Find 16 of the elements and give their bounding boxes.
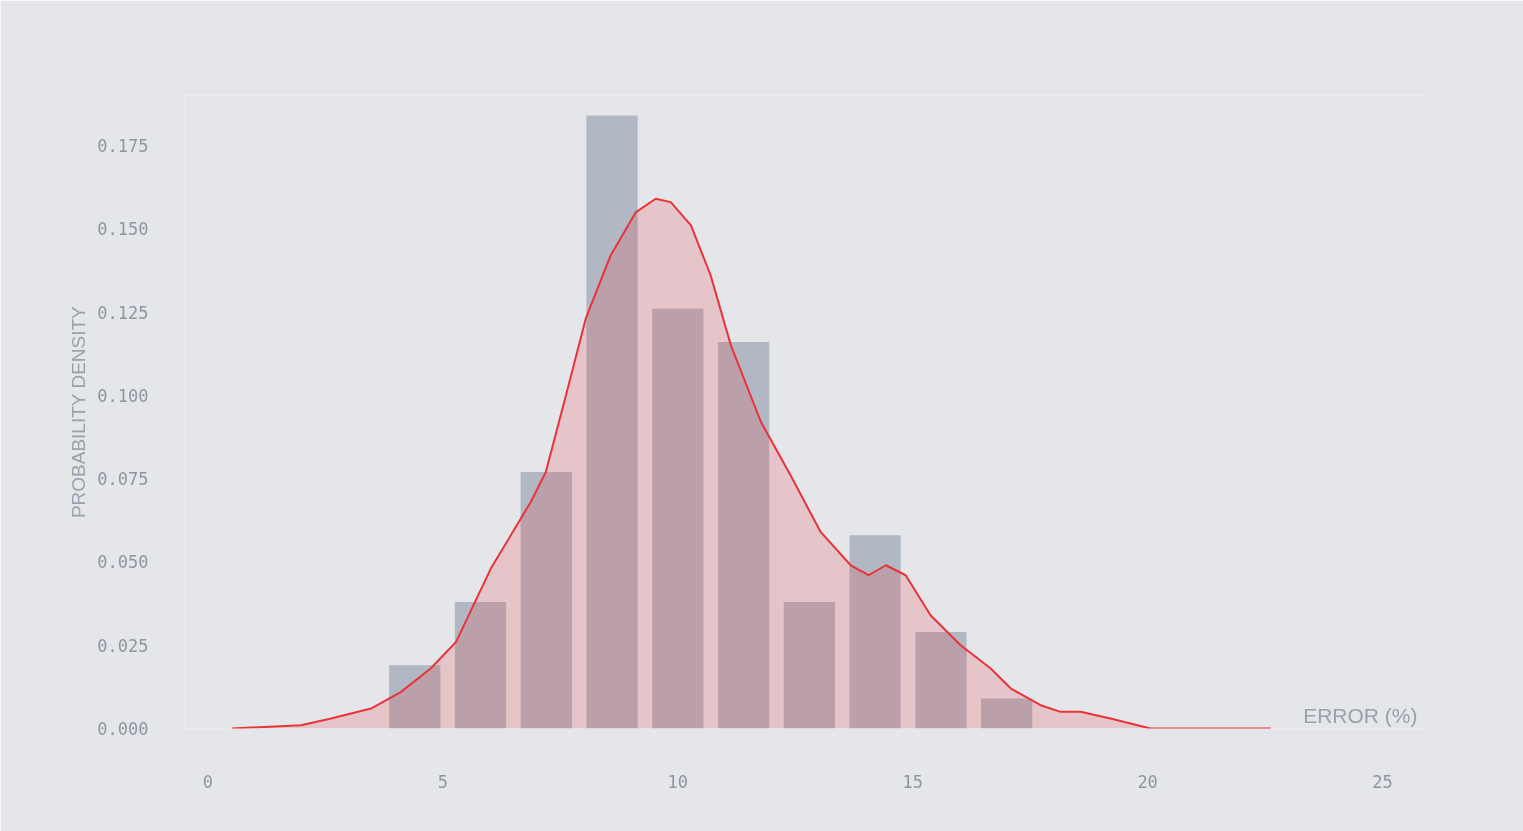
y-tick-label: 0.075: [97, 469, 149, 490]
y-tick-label: 0.100: [97, 385, 149, 406]
y-tick-label: 0.125: [97, 302, 149, 323]
x-tick-label: 0: [202, 771, 214, 792]
y-tick-label: 0.150: [97, 219, 149, 240]
x-tick-label: 10: [667, 771, 689, 792]
x-tick-label: 20: [1137, 771, 1158, 792]
y-tick-label: 0.000: [97, 719, 149, 739]
x-axis-title: ERROR (%): [1303, 703, 1418, 727]
x-tick-label: 25: [1372, 771, 1393, 792]
y-tick-label: 0.175: [97, 135, 149, 156]
x-tick-label: 5: [437, 771, 449, 792]
y-tick-label: 0.025: [97, 635, 149, 656]
x-tick-label: 15: [902, 771, 923, 792]
y-axis-title: PROBABILITY DENSITY: [68, 305, 90, 519]
y-tick-label: 0.050: [97, 552, 149, 573]
